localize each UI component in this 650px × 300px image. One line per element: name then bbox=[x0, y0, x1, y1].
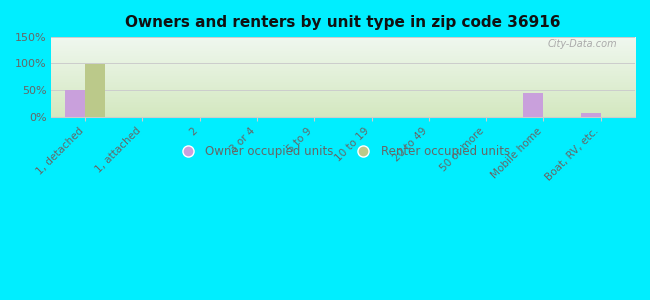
Bar bbox=[85, 64, 105, 117]
Bar bbox=[580, 113, 601, 117]
Legend: Owner occupied units, Renter occupied units: Owner occupied units, Renter occupied un… bbox=[171, 140, 515, 163]
Bar bbox=[65, 90, 85, 117]
Bar bbox=[523, 93, 543, 117]
Text: City-Data.com: City-Data.com bbox=[548, 39, 617, 49]
Title: Owners and renters by unit type in zip code 36916: Owners and renters by unit type in zip c… bbox=[125, 15, 561, 30]
